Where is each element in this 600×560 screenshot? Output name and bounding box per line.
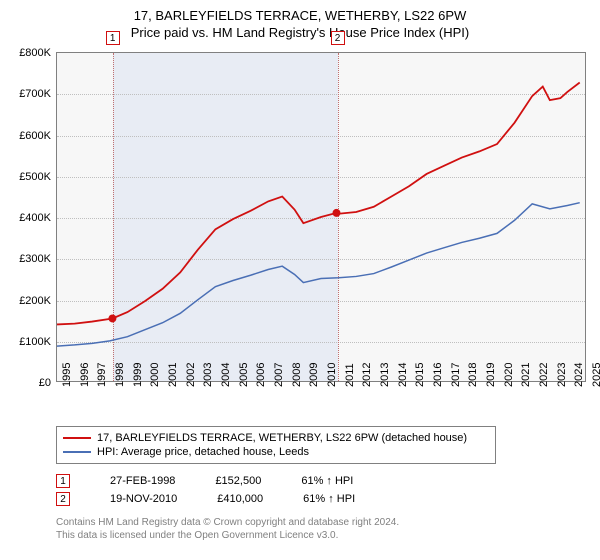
sale-marker-box: 1 (106, 31, 120, 45)
y-axis-tick-label: £100K (1, 336, 51, 348)
y-axis-tick-label: £700K (1, 88, 51, 100)
title-subtitle: Price paid vs. HM Land Registry's House … (0, 25, 600, 40)
footer-attribution: Contains HM Land Registry data © Crown c… (56, 516, 600, 542)
legend-item: HPI: Average price, detached house, Leed… (63, 445, 489, 459)
marker-price: £152,500 (215, 475, 261, 487)
y-axis-tick-label: £200K (1, 295, 51, 307)
sale-marker-box: 2 (331, 31, 345, 45)
y-axis-tick-label: £800K (1, 47, 51, 59)
line-chart-svg (57, 53, 585, 381)
y-axis-tick-label: £0 (1, 377, 51, 389)
title-block: 17, BARLEYFIELDS TERRACE, WETHERBY, LS22… (0, 0, 600, 40)
marker-row: 1 27-FEB-1998 £152,500 61% ↑ HPI (56, 472, 600, 490)
x-axis-tick-label: 2025 (591, 363, 600, 387)
marker-date: 27-FEB-1998 (110, 475, 175, 487)
footer-line: This data is licensed under the Open Gov… (56, 529, 600, 542)
y-axis-tick-label: £500K (1, 171, 51, 183)
legend-item: 17, BARLEYFIELDS TERRACE, WETHERBY, LS22… (63, 431, 489, 445)
marker-table: 1 27-FEB-1998 £152,500 61% ↑ HPI 2 19-NO… (56, 472, 600, 508)
series-line-property (57, 83, 580, 325)
legend-swatch (63, 437, 91, 439)
chart-container: 17, BARLEYFIELDS TERRACE, WETHERBY, LS22… (0, 0, 600, 560)
legend-swatch (63, 451, 91, 453)
y-axis-tick-label: £400K (1, 212, 51, 224)
y-axis-tick-label: £600K (1, 130, 51, 142)
marker-number-box: 2 (56, 492, 70, 506)
sale-point-marker (333, 209, 341, 217)
footer-line: Contains HM Land Registry data © Crown c… (56, 516, 600, 529)
chart-plot-area: £0£100K£200K£300K£400K£500K£600K£700K£80… (56, 52, 586, 382)
y-axis-tick-label: £300K (1, 253, 51, 265)
sale-point-marker (108, 314, 116, 322)
series-line-hpi (57, 203, 580, 346)
legend-box: 17, BARLEYFIELDS TERRACE, WETHERBY, LS22… (56, 426, 496, 464)
marker-pct: 61% ↑ HPI (301, 475, 353, 487)
legend-label: HPI: Average price, detached house, Leed… (97, 446, 309, 458)
marker-pct: 61% ↑ HPI (303, 493, 355, 505)
title-address: 17, BARLEYFIELDS TERRACE, WETHERBY, LS22… (0, 8, 600, 23)
legend-label: 17, BARLEYFIELDS TERRACE, WETHERBY, LS22… (97, 432, 467, 444)
marker-number-box: 1 (56, 474, 70, 488)
marker-date: 19-NOV-2010 (110, 493, 177, 505)
marker-price: £410,000 (217, 493, 263, 505)
marker-row: 2 19-NOV-2010 £410,000 61% ↑ HPI (56, 490, 600, 508)
